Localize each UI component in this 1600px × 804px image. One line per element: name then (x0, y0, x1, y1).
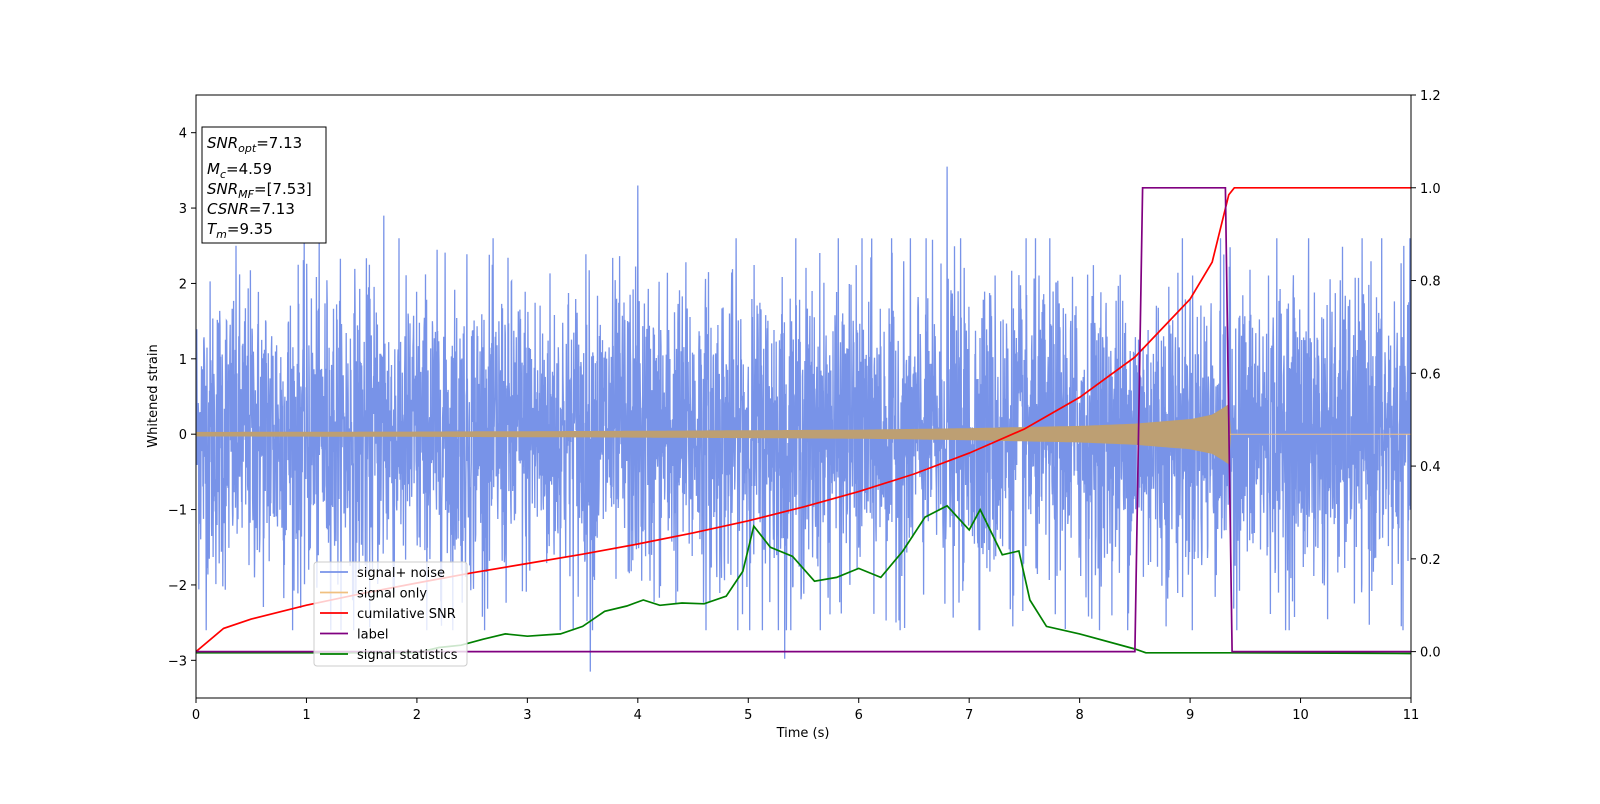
x-tick-label: 1 (302, 708, 310, 723)
axes-layer: 0 1 2 3 4 5 6 7 8 9 10 11 −3 −2 −1 0 1 2 3 4 0.0 0.2 0.4 0.6 0.8… (168, 89, 1441, 723)
y-left-tick-label: 4 (179, 127, 187, 142)
info-box-frame (201, 126, 327, 244)
x-tick-label: 2 (413, 708, 421, 723)
legend-label: signal+ noise (357, 566, 445, 581)
series-signal-statistics (196, 504, 1411, 655)
y-right-tick-label: 0.0 (1420, 646, 1441, 661)
x-tick-label: 3 (523, 708, 531, 723)
x-tick-label: 9 (1186, 708, 1194, 723)
y-left-tick-label: −2 (168, 579, 187, 594)
legend-frame (313, 561, 468, 667)
y-left-tick-label: 3 (179, 202, 187, 217)
legend: signal+ noise signal only cumilative SNR la… (313, 561, 468, 667)
y-left-tick-label: −3 (168, 654, 187, 669)
x-tick-label: 7 (965, 708, 973, 723)
x-tick-label: 6 (855, 708, 863, 723)
legend-label: signal only (357, 587, 427, 602)
series-label (196, 186, 1411, 653)
info-line: Mc=4.59 (207, 160, 272, 181)
y-left-tick-label: 1 (179, 353, 187, 368)
y-left-tick-label: −1 (168, 504, 187, 519)
y-right-tick-label: 0.4 (1420, 460, 1441, 475)
legend-label: signal statistics (357, 648, 458, 663)
y-right-tick-label: 0.8 (1420, 275, 1441, 290)
series-signal-only (196, 404, 1411, 465)
x-tick-label: 8 (1075, 708, 1083, 723)
y-right-tick-label: 0.6 (1420, 367, 1441, 382)
plot-frame (195, 94, 1412, 699)
legend-label: label (357, 628, 388, 643)
x-tick-label: 5 (744, 708, 752, 723)
x-tick-label: 11 (1403, 708, 1420, 723)
x-tick-label: 4 (634, 708, 642, 723)
x-tick-label: 10 (1292, 708, 1309, 723)
y-left-tick-label: 0 (179, 428, 187, 443)
info-line: Tm=9.35 (207, 220, 273, 241)
y-right-tick-label: 0.2 (1420, 553, 1441, 568)
y-axis-title: Whitened strain (146, 344, 161, 447)
y-right-tick-label: 1.2 (1420, 89, 1441, 104)
info-line: SNRopt=7.13 (207, 134, 302, 155)
legend-label: cumilative SNR (357, 607, 456, 622)
y-left-tick-label: 2 (179, 277, 187, 292)
y-right-tick-label: 1.0 (1420, 182, 1441, 197)
x-tick-label: 0 (192, 708, 200, 723)
info-line: SNRMF=[7.53] (207, 180, 312, 201)
info-line: CSNR=7.13 (207, 200, 295, 218)
x-axis-title: Time (s) (776, 726, 830, 741)
